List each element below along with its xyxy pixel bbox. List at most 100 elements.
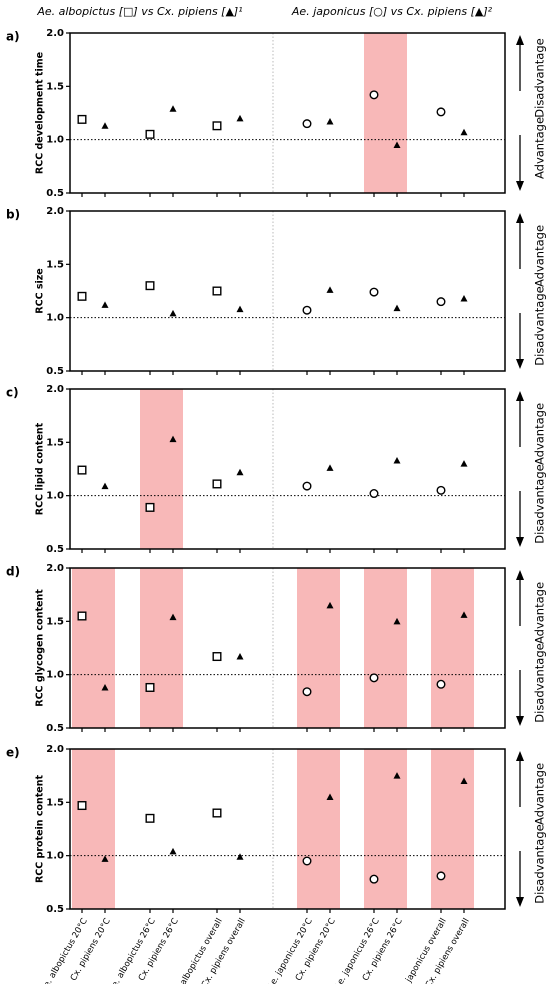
marker-circle xyxy=(369,90,379,100)
arrow-head-top xyxy=(516,35,524,45)
marker-triangle xyxy=(326,601,334,609)
marker-square xyxy=(145,502,155,512)
y-tick-label: 0.5 xyxy=(46,544,64,555)
arrow-head-bottom xyxy=(516,359,524,369)
side-label-bottom: Disadvantage xyxy=(533,286,547,365)
y-tick-label: 0.5 xyxy=(46,723,64,734)
marker-triangle xyxy=(236,468,244,476)
marker-square xyxy=(212,652,222,662)
arrow-head-top xyxy=(516,391,524,401)
panel-letter: a) xyxy=(6,30,20,44)
highlight-band xyxy=(297,749,340,909)
plot-frame xyxy=(69,388,506,550)
y-tick-label: 0.5 xyxy=(46,188,64,199)
arrow-head-bottom xyxy=(516,181,524,191)
marker-circle xyxy=(369,489,379,499)
marker-triangle xyxy=(236,853,244,860)
side-label-top: Advantage xyxy=(533,225,547,287)
marker-square xyxy=(212,479,222,489)
plot-frame xyxy=(69,210,506,372)
marker-square xyxy=(77,801,87,811)
marker-circle xyxy=(369,673,379,683)
highlight-band xyxy=(297,568,340,728)
y-tick-label: 1.5 xyxy=(46,797,64,808)
arrow-head-top xyxy=(516,570,524,580)
y-tick-label: 1.5 xyxy=(46,437,64,448)
marker-circle xyxy=(302,856,312,866)
marker-square xyxy=(212,121,222,131)
highlight-band xyxy=(364,749,407,909)
marker-square xyxy=(77,291,87,301)
y-tick-label: 2.0 xyxy=(46,744,64,755)
side-label-bottom: Advantage xyxy=(533,117,547,179)
highlight-band xyxy=(431,568,474,728)
y-tick-label: 1.5 xyxy=(46,616,64,627)
marker-triangle xyxy=(460,777,468,784)
marker-triangle xyxy=(326,464,334,471)
panel-letter: d) xyxy=(6,565,20,579)
y-tick-label: 2.0 xyxy=(46,563,64,574)
marker-square xyxy=(212,808,222,818)
marker-square xyxy=(77,611,87,621)
plot-frame xyxy=(69,567,506,729)
y-axis-label: RCC lipid content xyxy=(35,422,46,515)
marker-square xyxy=(212,286,222,296)
header-left: Ae. albopictus [□] vs Cx. pipiens [▲]¹ xyxy=(36,5,242,18)
marker-triangle xyxy=(236,305,244,313)
panel-letter: b) xyxy=(6,208,20,222)
marker-circle xyxy=(436,107,446,117)
highlight-band xyxy=(364,568,407,728)
y-tick-label: 2.0 xyxy=(46,28,64,39)
marker-triangle xyxy=(460,128,468,136)
side-label-top: Advantage xyxy=(533,403,547,465)
y-tick-label: 1.0 xyxy=(46,135,64,146)
marker-circle xyxy=(436,871,446,881)
y-tick-label: 1.5 xyxy=(46,81,64,92)
panel-letter: c) xyxy=(6,386,19,400)
marker-triangle xyxy=(101,855,109,862)
marker-circle xyxy=(436,485,446,495)
y-tick-label: 1.0 xyxy=(46,313,64,324)
highlight-band xyxy=(140,568,183,728)
marker-circle xyxy=(436,297,446,307)
header-right: Ae. japonicus [○] vs Cx. pipiens [▲]² xyxy=(291,5,493,18)
marker-circle xyxy=(302,687,312,697)
highlight-band xyxy=(431,749,474,909)
marker-triangle xyxy=(101,301,109,308)
marker-square xyxy=(145,813,155,823)
y-axis-label: RCC size xyxy=(35,268,46,313)
marker-triangle xyxy=(393,617,401,625)
marker-triangle xyxy=(393,141,401,148)
marker-triangle xyxy=(169,435,177,443)
y-axis-label: RCC protein content xyxy=(35,774,46,883)
arrow-head-bottom xyxy=(516,716,524,726)
y-axis-label: RCC glycogen content xyxy=(35,589,46,707)
marker-triangle xyxy=(393,456,401,464)
marker-triangle xyxy=(169,309,177,317)
side-label-bottom: Disadvantage xyxy=(533,464,547,543)
marker-triangle xyxy=(169,613,177,621)
marker-triangle xyxy=(326,793,334,800)
side-label-top: Advantage xyxy=(533,582,547,644)
side-label-top: Disadvantage xyxy=(533,38,547,117)
marker-circle xyxy=(369,874,379,884)
panel-letter: e) xyxy=(6,746,20,760)
y-tick-label: 1.0 xyxy=(46,670,64,681)
plot-frame xyxy=(69,32,506,194)
marker-square xyxy=(145,281,155,291)
marker-triangle xyxy=(393,304,401,312)
marker-triangle xyxy=(460,460,468,467)
arrow-head-top xyxy=(516,213,524,223)
y-tick-label: 2.0 xyxy=(46,206,64,217)
side-label-bottom: Disadvantage xyxy=(533,824,547,903)
marker-circle xyxy=(302,119,312,129)
marker-square xyxy=(77,465,87,475)
marker-square xyxy=(145,129,155,139)
marker-triangle xyxy=(460,294,468,302)
side-label-bottom: Disadvantage xyxy=(533,643,547,722)
marker-circle xyxy=(302,305,312,315)
marker-square xyxy=(145,682,155,692)
y-tick-label: 1.5 xyxy=(46,259,64,270)
marker-triangle xyxy=(101,482,109,490)
